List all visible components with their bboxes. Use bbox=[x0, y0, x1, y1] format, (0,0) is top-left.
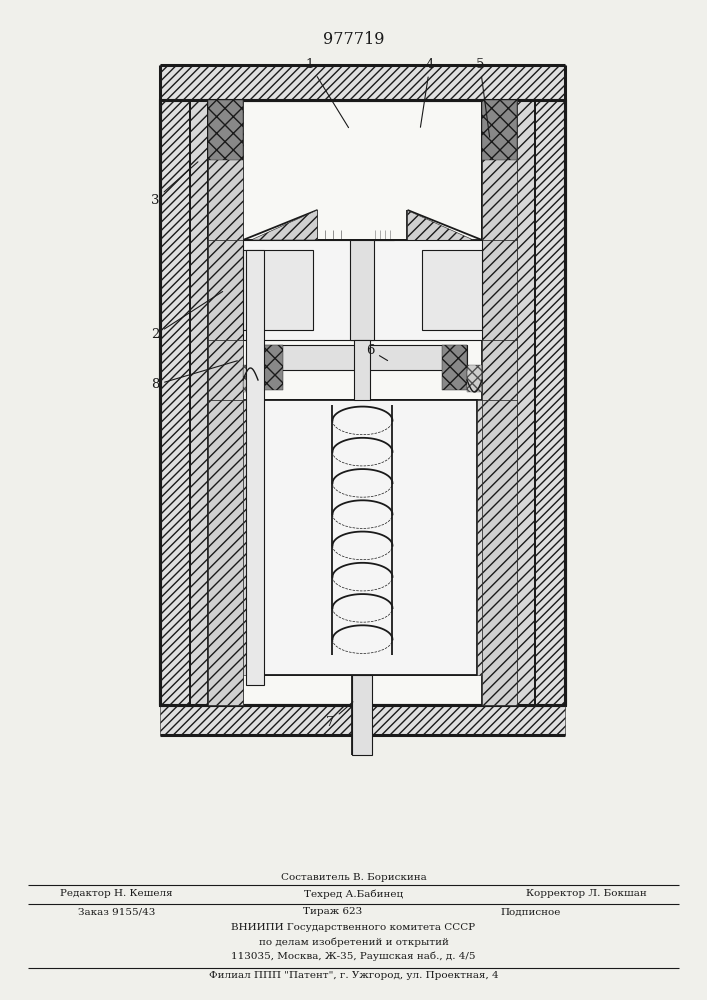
Polygon shape bbox=[517, 100, 535, 705]
Polygon shape bbox=[482, 100, 517, 160]
Polygon shape bbox=[243, 400, 248, 675]
Polygon shape bbox=[208, 340, 243, 400]
Polygon shape bbox=[208, 400, 243, 705]
Text: Редактор Н. Кешеля: Редактор Н. Кешеля bbox=[60, 890, 173, 898]
Text: Заказ 9155/43: Заказ 9155/43 bbox=[78, 908, 156, 916]
Text: 113035, Москва, Ж-35, Раушская наб., д. 4/5: 113035, Москва, Ж-35, Раушская наб., д. … bbox=[231, 951, 476, 961]
Polygon shape bbox=[160, 65, 565, 100]
Text: 3: 3 bbox=[151, 162, 198, 207]
Polygon shape bbox=[482, 100, 517, 240]
Bar bbox=[246, 250, 264, 685]
Bar bbox=[422, 250, 482, 330]
Polygon shape bbox=[258, 345, 283, 390]
Text: Тираж 623: Тираж 623 bbox=[303, 908, 362, 916]
Text: 5: 5 bbox=[476, 58, 490, 137]
Bar bbox=[258, 345, 467, 370]
Polygon shape bbox=[482, 400, 517, 705]
Bar bbox=[243, 240, 482, 340]
Bar bbox=[248, 400, 477, 675]
Polygon shape bbox=[160, 705, 565, 735]
Polygon shape bbox=[190, 100, 208, 705]
Polygon shape bbox=[535, 100, 565, 705]
Bar bbox=[353, 675, 373, 755]
Text: 2: 2 bbox=[151, 292, 223, 342]
Bar bbox=[243, 250, 313, 330]
Text: Техред А.Бабинец: Техред А.Бабинец bbox=[304, 889, 403, 899]
Polygon shape bbox=[208, 240, 243, 340]
Text: ВНИИПИ Государственного комитета СССР: ВНИИПИ Государственного комитета СССР bbox=[231, 924, 476, 932]
Polygon shape bbox=[160, 100, 190, 705]
Polygon shape bbox=[477, 400, 482, 675]
Text: 7: 7 bbox=[326, 702, 353, 728]
Polygon shape bbox=[482, 240, 517, 340]
Polygon shape bbox=[208, 100, 243, 240]
Text: Составитель В. Борискина: Составитель В. Борискина bbox=[281, 874, 426, 882]
Polygon shape bbox=[208, 100, 243, 160]
Text: 4: 4 bbox=[421, 58, 434, 127]
Polygon shape bbox=[407, 210, 482, 240]
Polygon shape bbox=[243, 210, 317, 240]
Text: 6: 6 bbox=[366, 344, 387, 361]
Text: по делам изобретений и открытий: по делам изобретений и открытий bbox=[259, 937, 448, 947]
Polygon shape bbox=[482, 340, 517, 400]
Text: 977719: 977719 bbox=[323, 31, 384, 48]
Text: Корректор Л. Бокшан: Корректор Л. Бокшан bbox=[527, 890, 647, 898]
Text: Подписное: Подписное bbox=[500, 908, 561, 916]
Polygon shape bbox=[442, 345, 467, 390]
Polygon shape bbox=[467, 365, 482, 392]
Text: 8: 8 bbox=[151, 361, 238, 391]
Polygon shape bbox=[243, 365, 258, 392]
Bar bbox=[351, 240, 375, 340]
Bar bbox=[160, 100, 565, 705]
Text: 1: 1 bbox=[306, 58, 349, 128]
Bar bbox=[354, 340, 370, 400]
Text: Филиал ППП "Патент", г. Ужгород, ул. Проектная, 4: Филиал ППП "Патент", г. Ужгород, ул. Про… bbox=[209, 970, 498, 980]
